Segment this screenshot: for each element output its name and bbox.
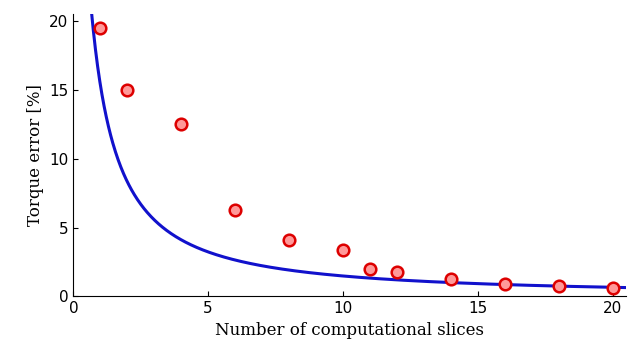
- Point: [365, 266, 375, 272]
- Point: [230, 207, 240, 212]
- Point: [176, 121, 186, 127]
- Point: [338, 247, 348, 252]
- Point: [607, 285, 618, 291]
- X-axis label: Number of computational slices: Number of computational slices: [215, 322, 484, 339]
- Point: [392, 269, 402, 275]
- Point: [122, 87, 132, 93]
- Point: [445, 276, 456, 282]
- Point: [500, 281, 510, 287]
- Point: [554, 283, 564, 289]
- Y-axis label: Torque error [%]: Torque error [%]: [27, 84, 44, 226]
- Point: [95, 25, 106, 31]
- Point: [284, 237, 294, 243]
